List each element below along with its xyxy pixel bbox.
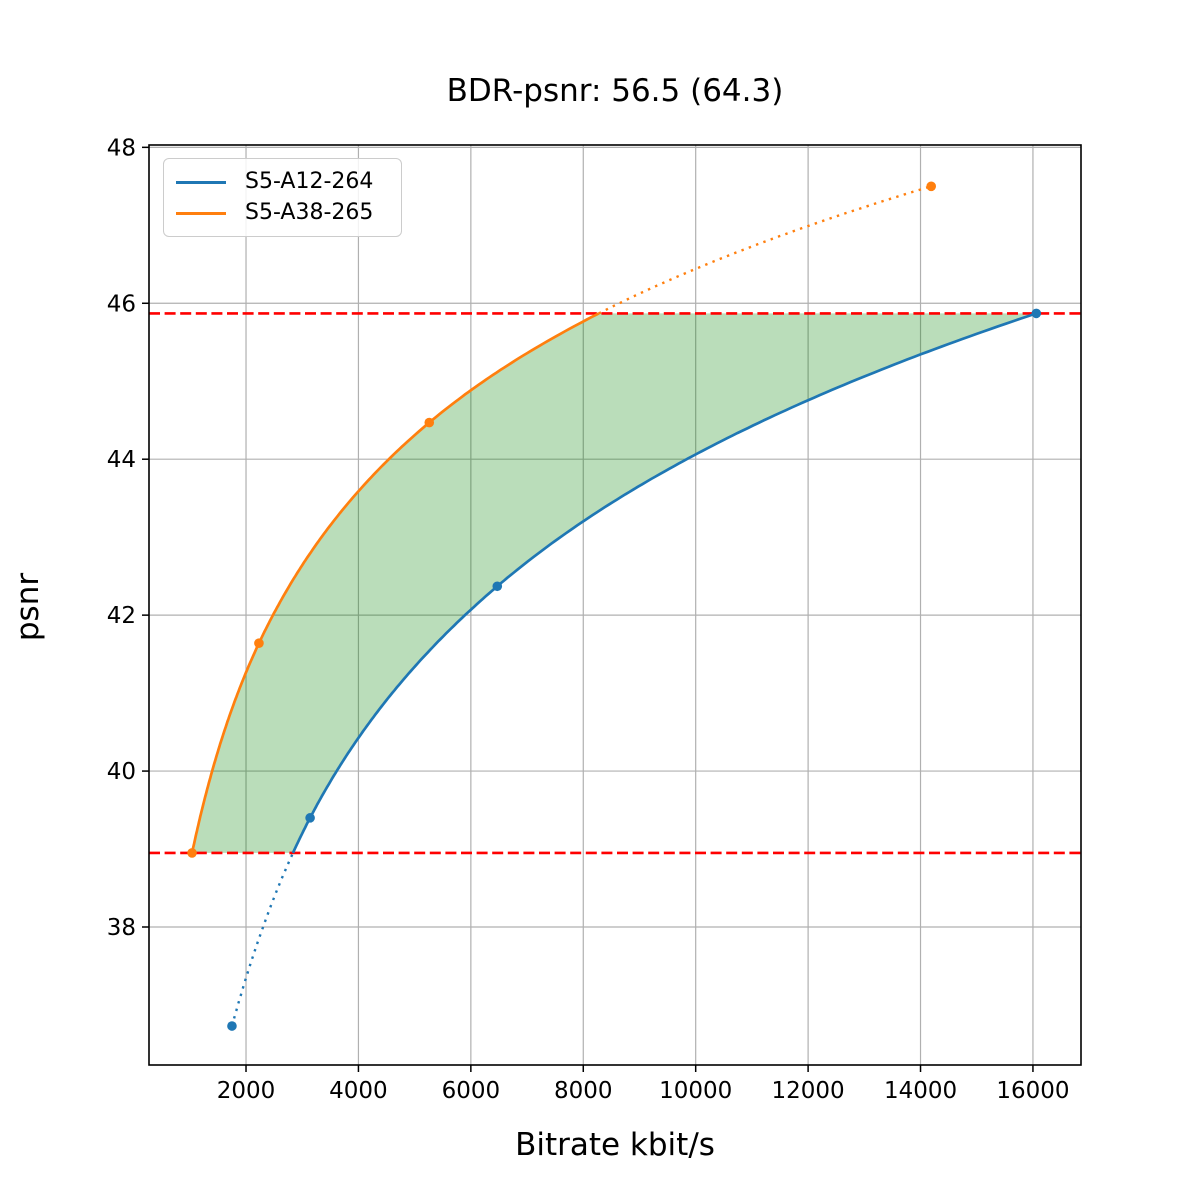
legend-label: S5-A38-265 xyxy=(245,200,374,225)
y-tick-label: 44 xyxy=(107,447,136,473)
data-point xyxy=(424,417,435,428)
data-point xyxy=(305,813,315,823)
data-point xyxy=(227,1021,237,1031)
x-tick-label: 14000 xyxy=(884,1078,957,1104)
data-point xyxy=(187,848,197,858)
data-point xyxy=(492,581,503,592)
bd-overlap-fill xyxy=(192,313,1037,853)
legend-line-sample-orange xyxy=(176,211,226,215)
y-axis-label: psnr xyxy=(10,572,46,642)
x-tick-label: 8000 xyxy=(554,1078,613,1104)
y-tick-label: 38 xyxy=(107,915,136,941)
x-tick-label: 4000 xyxy=(329,1078,388,1104)
legend-label: S5-A12-264 xyxy=(245,169,374,194)
series-S5-A12-264 xyxy=(227,308,1042,1031)
x-tick-label: 2000 xyxy=(217,1078,276,1104)
y-tick-label: 46 xyxy=(107,291,136,317)
axes-frame xyxy=(148,144,1082,1066)
y-axis: 38 40 42 44 46 48 xyxy=(107,135,149,941)
x-axis-label: Bitrate kbit/s xyxy=(515,1127,715,1163)
x-tick-label: 16000 xyxy=(996,1078,1069,1104)
gridlines xyxy=(149,145,1081,1065)
series-S5-A38-265 xyxy=(187,181,937,858)
legend: S5-A12-264 S5-A38-265 xyxy=(163,158,402,237)
legend-item-s5-a12-264: S5-A12-264 xyxy=(164,171,401,193)
x-tick-label: 12000 xyxy=(772,1078,845,1104)
data-point xyxy=(254,638,264,649)
x-axis: 2000 4000 6000 8000 10000 12000 14000 16000 xyxy=(217,1065,1070,1104)
x-tick-label: 10000 xyxy=(659,1078,732,1104)
y-tick-label: 42 xyxy=(107,603,136,629)
x-tick-label: 6000 xyxy=(442,1078,501,1104)
y-tick-label: 48 xyxy=(107,135,136,161)
legend-line-sample-blue xyxy=(176,180,226,184)
data-point xyxy=(1031,308,1042,319)
data-point xyxy=(926,181,937,192)
legend-item-s5-a38-265: S5-A38-265 xyxy=(164,202,401,224)
chart-title: BDR-psnr: 56.5 (64.3) xyxy=(446,73,784,109)
y-tick-label: 40 xyxy=(107,759,136,785)
